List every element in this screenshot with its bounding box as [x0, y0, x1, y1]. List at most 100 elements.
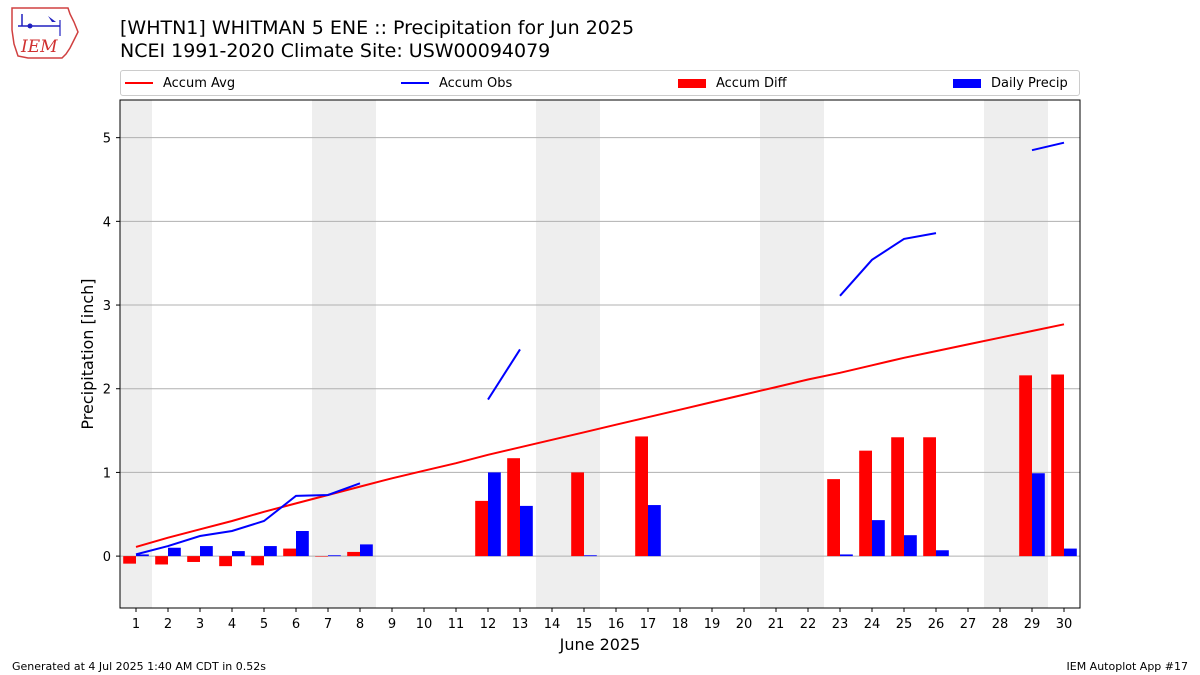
legend-label-accum-avg: Accum Avg	[163, 75, 236, 91]
legend-label-accum-obs: Accum Obs	[439, 75, 513, 91]
legend-item-accum-diff: Accum Diff	[678, 74, 787, 92]
bar-accum-diff-day-4	[219, 556, 232, 567]
x-axis-label: June 2025	[559, 635, 641, 654]
bar-accum-diff-day-24	[859, 450, 872, 557]
x-tick-label-26: 26	[928, 617, 945, 632]
y-tick-label-1: 1	[103, 466, 111, 481]
x-tick-label-7: 7	[324, 617, 332, 632]
y-tick-label-0: 0	[103, 550, 111, 565]
x-tick-label-28: 28	[992, 617, 1009, 632]
bar-accum-diff-day-1	[123, 556, 136, 564]
x-tick-label-16: 16	[608, 617, 625, 632]
legend-swatch-accum-avg	[125, 82, 153, 84]
bar-accum-diff-day-8	[347, 551, 360, 557]
x-tick-label-17: 17	[640, 617, 657, 632]
x-tick-label-6: 6	[292, 617, 300, 632]
y-tick-label-5: 5	[103, 132, 111, 147]
bar-daily-precip-day-15	[584, 555, 597, 557]
x-tick-label-25: 25	[896, 617, 913, 632]
x-tick-label-9: 9	[388, 617, 396, 632]
x-tick-label-19: 19	[704, 617, 721, 632]
plot-frame	[119, 99, 1081, 609]
x-tick-label-4: 4	[228, 617, 236, 632]
x-tick-label-18: 18	[672, 617, 689, 632]
y-tick-label-4: 4	[103, 215, 111, 230]
bar-accum-diff-day-30	[1051, 374, 1064, 557]
weekend-shade-day-8	[344, 100, 376, 608]
bar-daily-precip-day-4	[232, 551, 245, 557]
x-tick-label-2: 2	[164, 617, 172, 632]
x-tick-label-27: 27	[960, 617, 977, 632]
x-tick-label-11: 11	[448, 617, 465, 632]
bar-daily-precip-day-25	[904, 535, 917, 557]
x-tick-label-13: 13	[512, 617, 529, 632]
bar-daily-precip-day-26	[936, 550, 949, 557]
x-tick-label-1: 1	[132, 617, 140, 632]
bar-accum-diff-day-13	[507, 458, 520, 557]
bar-accum-diff-day-2	[155, 556, 168, 565]
chart-legend: Accum Avg Accum Obs Accum Diff Daily Pre…	[120, 70, 1080, 96]
bar-accum-diff-day-3	[187, 556, 200, 562]
legend-item-accum-obs: Accum Obs	[401, 74, 512, 92]
line-accum-obs-segment-3	[839, 232, 937, 297]
weekend-shade-day-28	[984, 100, 1016, 608]
legend-swatch-daily-precip	[953, 78, 981, 88]
bar-daily-precip-day-30	[1064, 548, 1077, 557]
bar-daily-precip-day-6	[296, 531, 309, 557]
bar-accum-diff-day-15	[571, 472, 584, 557]
x-tick-label-21: 21	[768, 617, 785, 632]
x-tick-label-29: 29	[1024, 617, 1041, 632]
iem-logo: IEM	[11, 7, 79, 59]
legend-swatch-accum-diff	[678, 78, 706, 88]
footer-generated: Generated at 4 Jul 2025 1:40 AM CDT in 0…	[12, 660, 266, 673]
bar-daily-precip-day-1	[136, 554, 149, 557]
line-accum-obs-segment-4	[1031, 141, 1065, 152]
x-tick-label-30: 30	[1056, 617, 1073, 632]
x-tick-label-3: 3	[196, 617, 204, 632]
weekend-shade-day-14	[536, 100, 568, 608]
bar-daily-precip-day-12	[488, 472, 501, 557]
bar-accum-diff-day-26	[923, 437, 936, 557]
weekend-shade-day-1	[120, 100, 152, 608]
legend-label-daily-precip: Daily Precip	[991, 75, 1068, 91]
line-accum-obs-segment-2	[487, 348, 521, 401]
footer-app: IEM Autoplot App #17	[1066, 660, 1189, 673]
y-axis-label: Precipitation [inch]	[78, 278, 97, 429]
x-tick-label-24: 24	[864, 617, 881, 632]
bar-daily-precip-day-2	[168, 547, 181, 557]
y-tick-label-2: 2	[103, 383, 111, 398]
legend-item-accum-avg: Accum Avg	[125, 74, 235, 92]
line-accum-obs-segment-1	[135, 482, 361, 556]
weekend-shade-day-22	[792, 100, 824, 608]
legend-item-daily-precip: Daily Precip	[953, 74, 1068, 92]
legend-label-accum-diff: Accum Diff	[716, 75, 787, 91]
bar-daily-precip-day-5	[264, 546, 277, 557]
iem-logo-text: IEM	[20, 37, 58, 57]
weekend-shade-day-21	[760, 100, 792, 608]
line-accum-avg-segment-1	[135, 323, 1065, 548]
x-tick-label-23: 23	[832, 617, 849, 632]
bar-accum-diff-day-12	[475, 500, 488, 557]
x-tick-label-12: 12	[480, 617, 497, 632]
x-tick-label-10: 10	[416, 617, 433, 632]
x-tick-label-8: 8	[356, 617, 364, 632]
bar-daily-precip-day-8	[360, 544, 373, 557]
chart-subtitle: NCEI 1991-2020 Climate Site: USW00094079	[120, 40, 551, 62]
x-tick-label-22: 22	[800, 617, 817, 632]
bar-daily-precip-day-13	[520, 505, 533, 557]
bar-accum-diff-day-17	[635, 436, 648, 557]
bar-accum-diff-day-7	[315, 556, 328, 557]
bar-daily-precip-day-24	[872, 520, 885, 557]
bar-accum-diff-day-29	[1019, 375, 1032, 557]
bar-daily-precip-day-3	[200, 546, 213, 557]
bar-daily-precip-day-23	[840, 554, 853, 557]
bar-daily-precip-day-17	[648, 505, 661, 557]
x-tick-label-15: 15	[576, 617, 593, 632]
chart-title: [WHTN1] WHITMAN 5 ENE :: Precipitation f…	[120, 17, 635, 39]
bar-accum-diff-day-25	[891, 437, 904, 557]
legend-swatch-accum-obs	[401, 82, 429, 84]
bar-accum-diff-day-23	[827, 479, 840, 557]
bar-daily-precip-day-29	[1032, 473, 1045, 557]
x-tick-label-14: 14	[544, 617, 561, 632]
